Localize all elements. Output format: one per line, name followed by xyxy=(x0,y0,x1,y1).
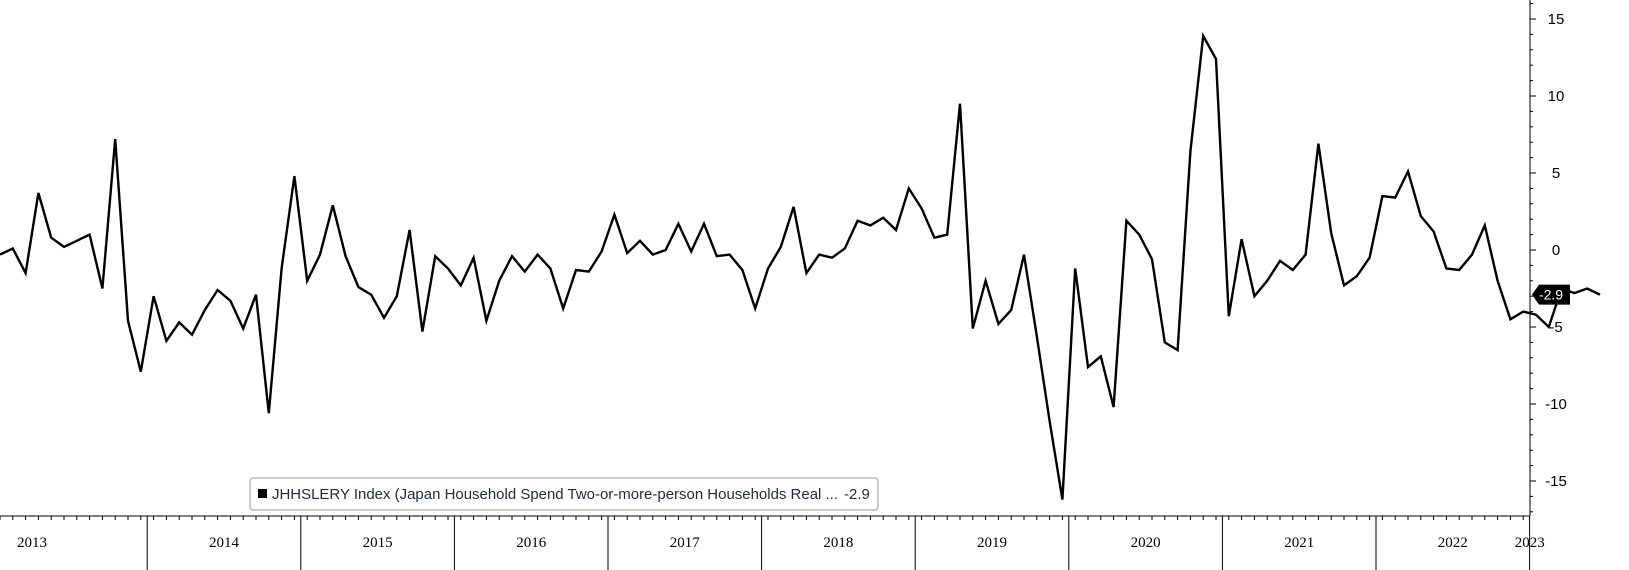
y-tick-label: -15 xyxy=(1545,473,1567,490)
series-layer xyxy=(0,32,1601,500)
y-tick-label: 10 xyxy=(1548,88,1565,105)
legend-value: -2.9 xyxy=(844,486,870,503)
y-axis: 15 10 5 0 -5 -10 -15 xyxy=(1529,0,1567,516)
x-tick-label: 2016 xyxy=(516,535,547,551)
legend: JHHSLERY Index (Japan Household Spend Tw… xyxy=(249,477,879,511)
y-tick-label: 0 xyxy=(1552,242,1560,259)
x-tick-label: 2021 xyxy=(1284,535,1314,551)
last-value-label: -2.9 xyxy=(1539,287,1563,303)
x-tick-label: 2022 xyxy=(1438,535,1468,551)
legend-box xyxy=(249,477,879,511)
x-axis: 2013 2014 2015 2016 2017 2018 2019 2020 2021 2022… xyxy=(0,515,1545,570)
legend-swatch xyxy=(258,489,267,498)
y-tick-label: 5 xyxy=(1552,165,1560,182)
last-value-tag: -2.9 xyxy=(1532,284,1570,305)
legend-series-name: JHHSLERY Index (Japan Household Spend Tw… xyxy=(272,486,838,503)
x-tick-label: 2019 xyxy=(977,535,1007,551)
x-tick-label: 2013 xyxy=(17,535,47,551)
x-tick-label: 2015 xyxy=(363,535,393,551)
x-tick-label: 2017 xyxy=(670,535,701,551)
x-tick-label: 2018 xyxy=(823,535,853,551)
y-tick-label: -10 xyxy=(1545,396,1567,413)
series-line xyxy=(0,32,1601,500)
x-tick-label: 2020 xyxy=(1131,535,1161,551)
last-value-badge xyxy=(1532,284,1570,305)
x-tick-label: 2014 xyxy=(209,535,240,551)
x-tick-label: 2023 xyxy=(1515,535,1545,551)
y-tick-label: 15 xyxy=(1548,11,1565,28)
y-tick-label: -5 xyxy=(1549,319,1562,336)
